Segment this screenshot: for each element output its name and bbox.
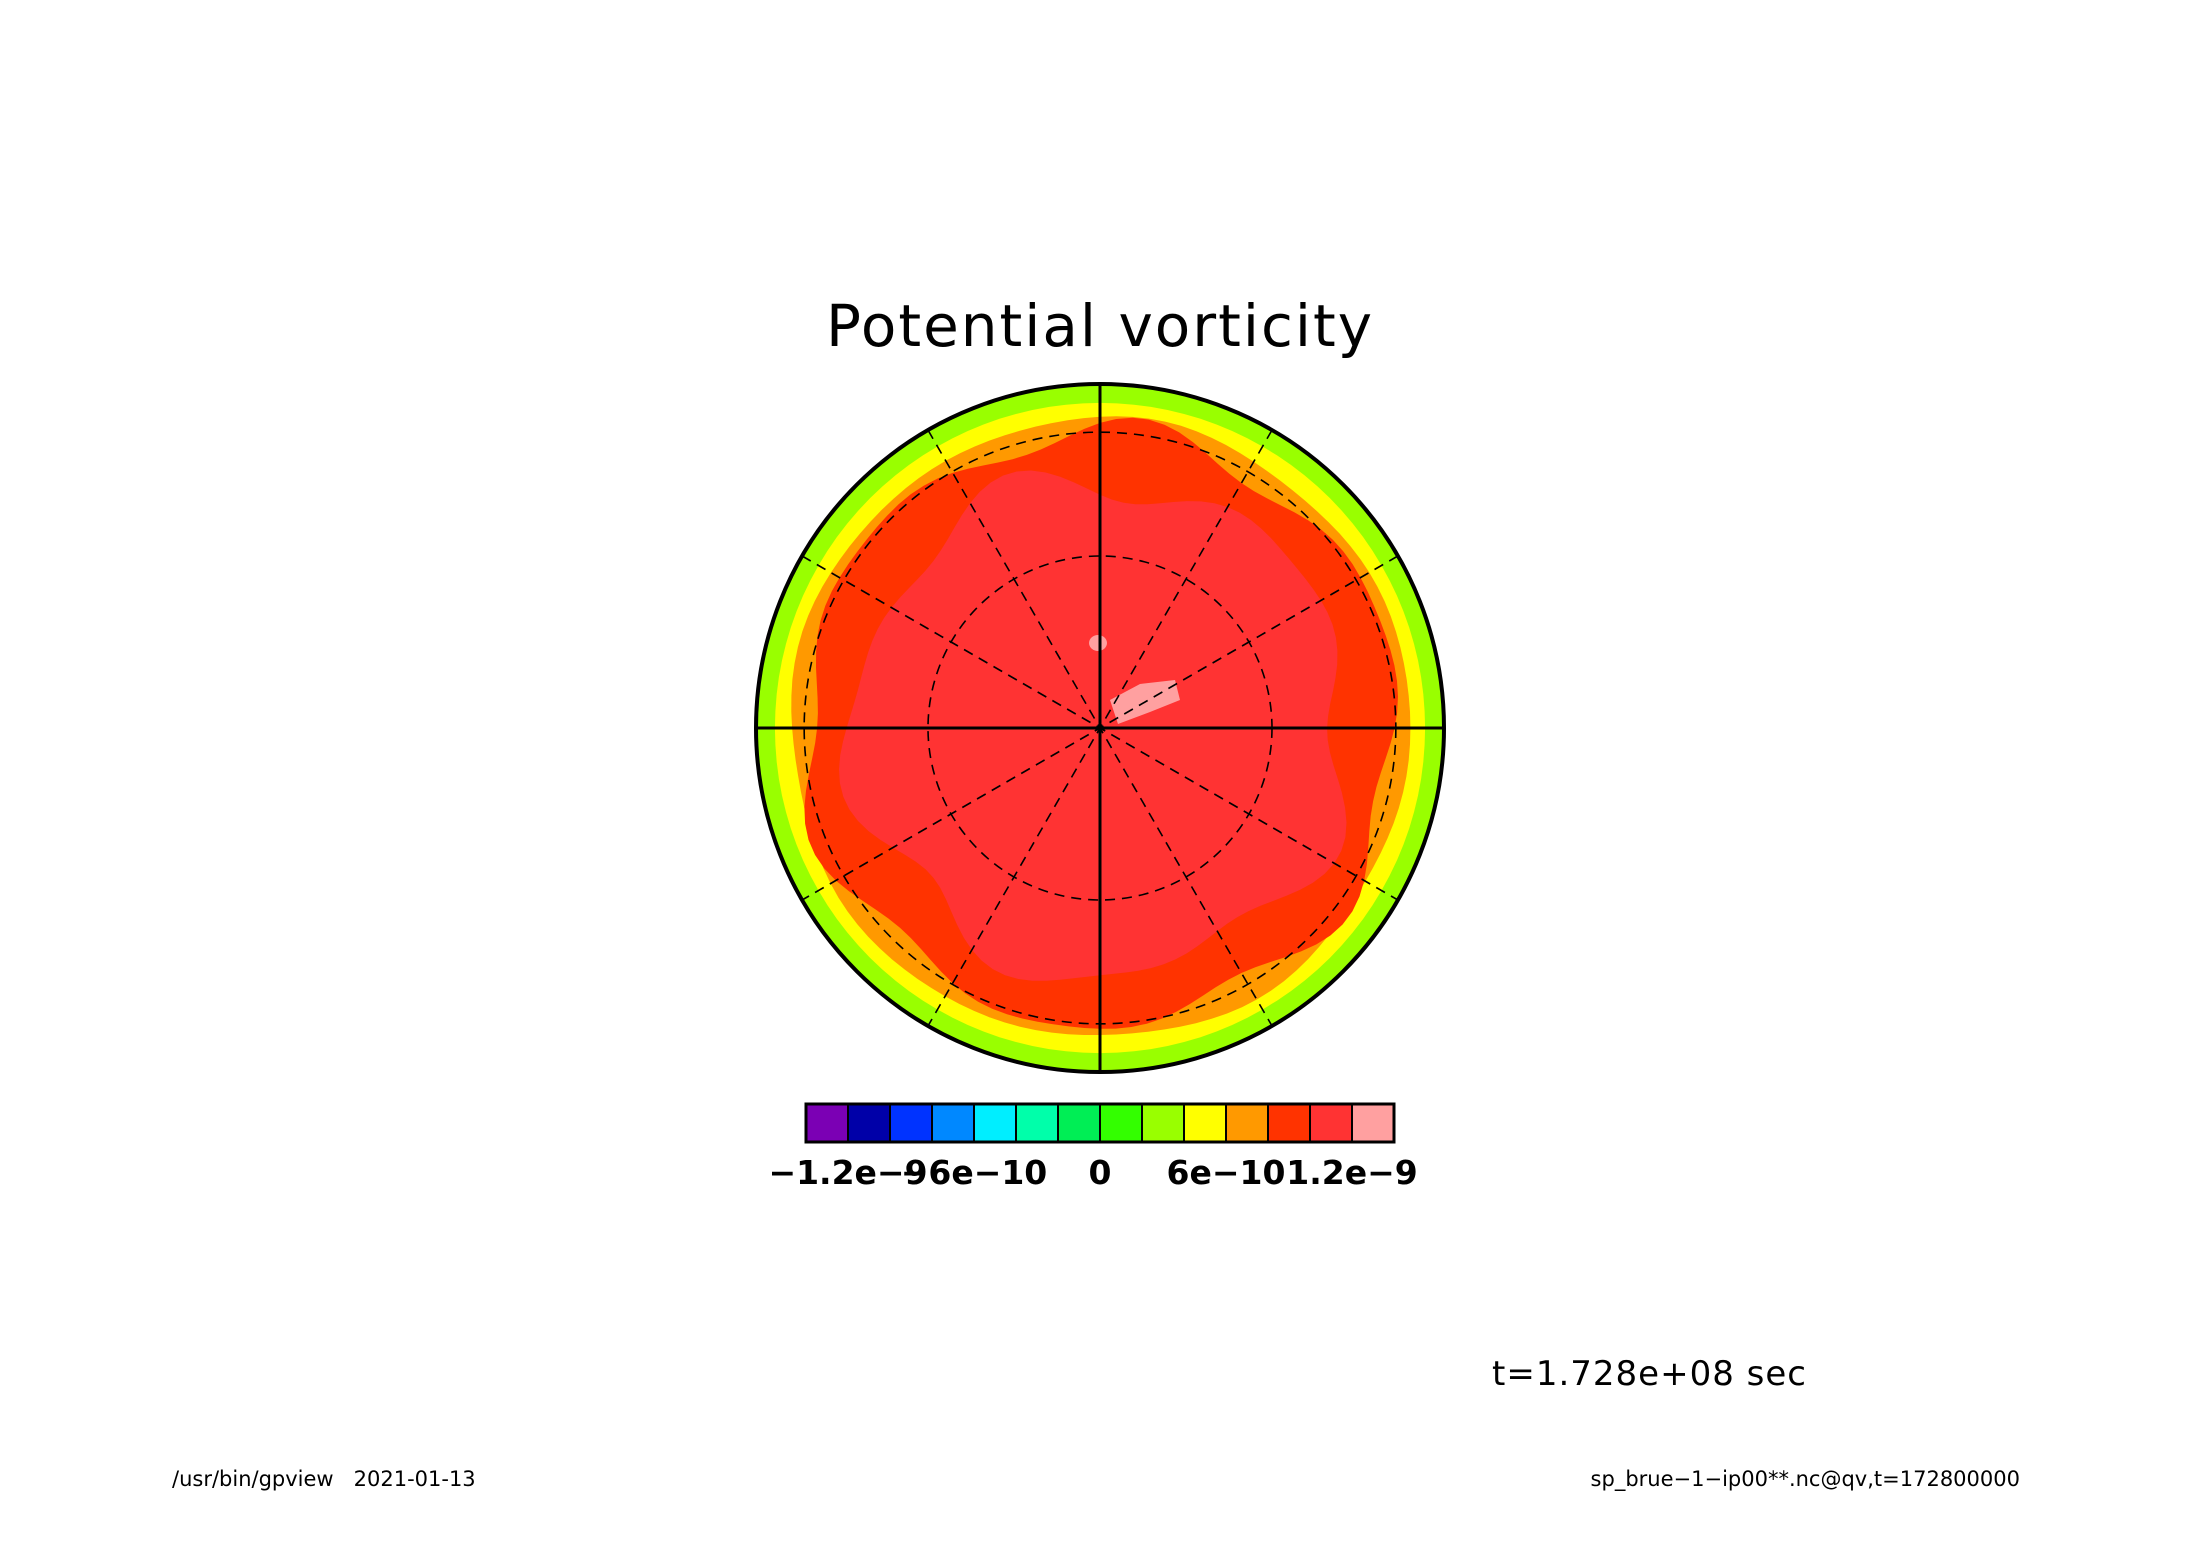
colorbar-tick-label: −1.2e−9 bbox=[768, 1153, 927, 1192]
latitude-circle bbox=[803, 431, 1397, 1025]
colorbar-tick-labels: −1.2e−9−6e−10 0 6e−10 1.2e−9 bbox=[768, 1153, 1417, 1192]
colorbar-swatch bbox=[1141, 1103, 1185, 1143]
polar-grid bbox=[756, 384, 1444, 1072]
colorbar-frame bbox=[804, 1102, 1396, 1144]
colorbar bbox=[804, 1102, 1396, 1144]
contour-max-patch bbox=[1089, 635, 1107, 651]
contour-band-inner bbox=[839, 470, 1347, 981]
meridian-line bbox=[801, 555, 1399, 901]
colorbar-tick-label: 0 bbox=[1089, 1153, 1112, 1192]
colorbar-swatch bbox=[931, 1103, 975, 1143]
colorbar-swatch bbox=[1015, 1103, 1059, 1143]
colorbar-tick-label: −6e−10 bbox=[901, 1153, 1048, 1192]
colorbar-swatch bbox=[1267, 1103, 1311, 1143]
time-label: t=1.728e+08 sec bbox=[1492, 1354, 1807, 1394]
latitude-circle bbox=[927, 555, 1273, 901]
colorbar-swatch bbox=[1057, 1103, 1101, 1143]
colorbar-swatch bbox=[973, 1103, 1017, 1143]
colorbar-tick-label: 6e−10 bbox=[1167, 1153, 1286, 1192]
colorbar-swatch bbox=[847, 1103, 891, 1143]
colorbar-swatch bbox=[1309, 1103, 1353, 1143]
colorbar-swatch bbox=[805, 1103, 849, 1143]
footer-left: /usr/bin/gpview 2021-01-13 bbox=[172, 1467, 476, 1491]
colorbar-swatch bbox=[1183, 1103, 1227, 1143]
chart-title: Potential vorticity bbox=[826, 292, 1374, 360]
footer-right: sp_brue−1−ip00**.nc@qv,t=172800000 bbox=[1591, 1467, 2020, 1492]
plot-border bbox=[754, 382, 1446, 1074]
colorbar-swatch bbox=[1099, 1103, 1143, 1143]
colorbar-swatch bbox=[889, 1103, 933, 1143]
colorbar-swatch bbox=[1225, 1103, 1269, 1143]
colorbar-tick-label: 1.2e−9 bbox=[1286, 1153, 1417, 1192]
colorbar-swatch bbox=[1351, 1103, 1395, 1143]
